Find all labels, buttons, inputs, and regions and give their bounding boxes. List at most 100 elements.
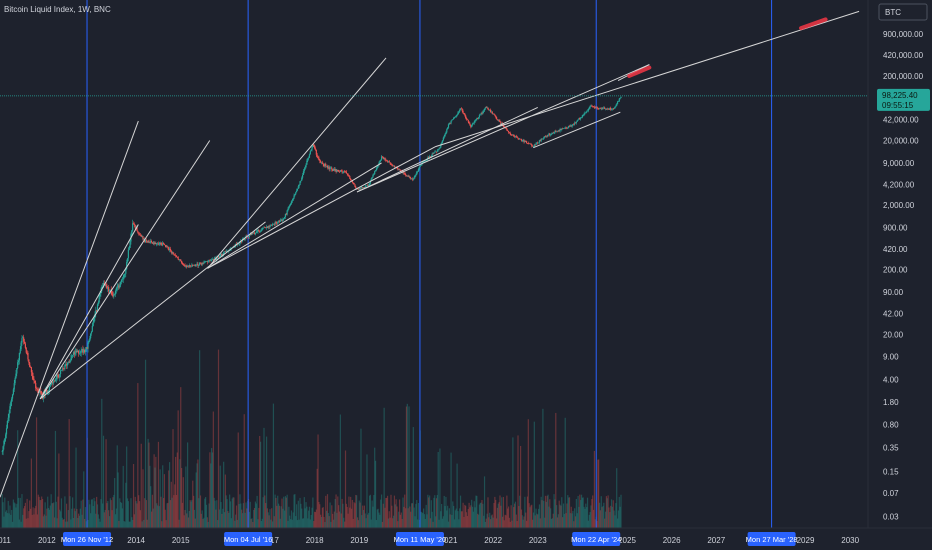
trendline[interactable]	[207, 146, 436, 269]
volume-bar	[28, 511, 30, 528]
volume-bar	[83, 471, 85, 528]
candle-body	[47, 390, 50, 392]
projection-highlight[interactable]	[799, 17, 828, 31]
trendline[interactable]	[39, 140, 211, 400]
volume-bar	[374, 460, 377, 528]
trendline[interactable]	[39, 224, 139, 400]
candle-body	[310, 149, 312, 152]
candle-body	[338, 170, 340, 172]
candle-body	[414, 175, 416, 178]
price-axis[interactable]: 900,000.00 420,000.00 200,000.00 42,000.00 2…	[883, 30, 924, 522]
candle-body	[219, 255, 221, 257]
x-tick-label: 2018	[306, 536, 324, 545]
candle-body	[178, 259, 180, 261]
y-tick-label: 0.07	[883, 489, 899, 498]
volume-bar	[496, 507, 499, 528]
candle-body	[505, 127, 507, 129]
volume-bar	[55, 501, 57, 528]
candle-body	[322, 163, 324, 165]
volume-bar	[59, 509, 61, 528]
candle-body	[435, 151, 438, 153]
candle-body	[289, 205, 291, 207]
volume-bar	[446, 510, 448, 528]
volume-bar	[398, 499, 401, 528]
volume-bar	[518, 506, 520, 528]
candle-body	[117, 285, 119, 287]
volume-bar	[23, 506, 26, 528]
volume-bar	[317, 434, 319, 528]
candle-body	[23, 337, 25, 342]
volume-bar	[263, 427, 265, 528]
candle-body	[409, 176, 411, 179]
cycle-date-label: Mon 04 Jul '16	[224, 535, 273, 544]
trendline[interactable]	[434, 10, 860, 148]
trendline[interactable]	[207, 162, 382, 269]
volume-bar	[3, 516, 5, 528]
trendline[interactable]	[39, 221, 266, 400]
candle-body	[338, 171, 341, 173]
volume-bar	[586, 507, 588, 528]
candle-body	[544, 136, 546, 138]
volume-bar	[229, 494, 231, 528]
candle-body	[114, 290, 117, 295]
candle-body	[138, 232, 140, 234]
volume-bar	[211, 452, 214, 528]
trendline[interactable]	[356, 107, 538, 193]
candle-body	[265, 226, 268, 228]
volume-bar	[599, 510, 602, 528]
volume-bar	[586, 497, 589, 528]
volume-bar	[180, 468, 183, 528]
candle-body	[381, 156, 384, 158]
trendline[interactable]	[207, 57, 387, 269]
volume-bar	[501, 497, 503, 528]
volume-bar	[199, 495, 202, 528]
candle-body	[476, 118, 478, 120]
candle-body	[118, 285, 120, 288]
volume-bar	[424, 518, 426, 528]
candle-body	[136, 227, 138, 231]
candle-body	[27, 352, 29, 360]
symbol-badge[interactable]: BTC	[878, 3, 928, 21]
volume-bar	[568, 497, 570, 528]
candle-body	[32, 375, 34, 379]
candle-body	[391, 164, 393, 166]
volume-bar	[151, 494, 154, 528]
candle-body	[397, 167, 399, 170]
volume-bar	[532, 519, 534, 528]
candle-body	[574, 122, 576, 125]
trendline[interactable]	[356, 64, 650, 193]
candle-body	[280, 219, 282, 221]
volume-bar	[602, 505, 604, 528]
volume-bar	[394, 504, 396, 528]
volume-bar	[414, 516, 416, 528]
volume-bar	[616, 468, 618, 528]
volume-bar	[47, 508, 50, 528]
trendlines[interactable]	[0, 10, 860, 498]
volume-bar	[558, 500, 560, 528]
symbol-badge-box[interactable]	[878, 3, 928, 21]
volume-bar	[583, 506, 585, 528]
volume-bar	[245, 502, 247, 528]
volume-bar	[43, 514, 45, 528]
volume-bar	[530, 505, 532, 528]
trendline[interactable]	[0, 120, 139, 498]
volume-bar	[242, 503, 244, 528]
volume-bar	[120, 502, 122, 528]
trendline[interactable]	[533, 111, 621, 149]
candle-body	[524, 141, 526, 143]
candle-body	[321, 162, 323, 164]
candle-body	[473, 121, 475, 124]
candle-body	[126, 258, 129, 262]
projection-highlight[interactable]	[627, 65, 652, 78]
volume-bar	[25, 518, 27, 528]
candle-body	[285, 213, 287, 215]
projection-highlights[interactable]	[627, 17, 828, 78]
candle-body	[598, 108, 601, 110]
candle-body	[191, 264, 193, 267]
volume-bar	[380, 494, 383, 528]
volume-bar	[384, 507, 386, 528]
candle-body	[314, 148, 317, 150]
volume-bar	[126, 498, 129, 528]
volume-bar	[259, 435, 261, 528]
